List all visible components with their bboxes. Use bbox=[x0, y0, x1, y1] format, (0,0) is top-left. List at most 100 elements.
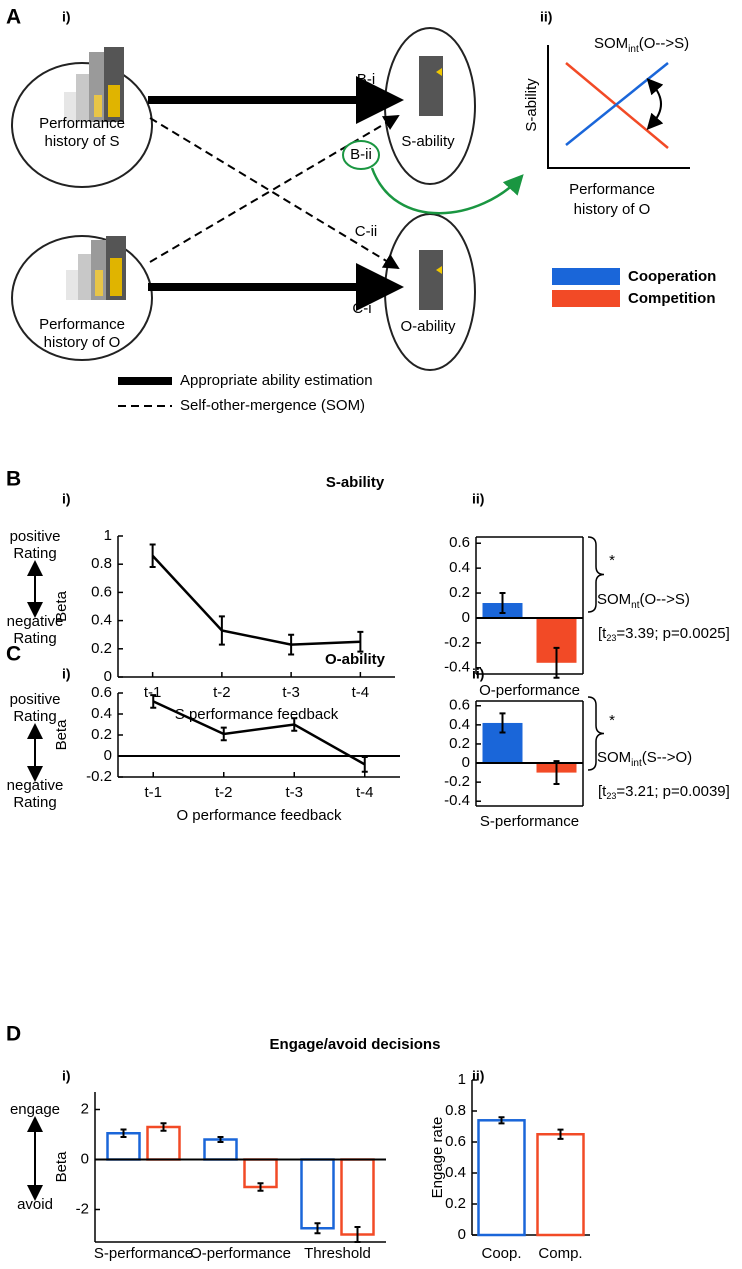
x-tick-label: S-performance bbox=[94, 1245, 193, 1262]
som-label: SOMint(S-->O) bbox=[597, 749, 692, 769]
stats-part: =3.39; p=0.0025] bbox=[616, 625, 729, 642]
x-tick-label: O-performance bbox=[190, 1245, 291, 1262]
significance: * bbox=[609, 712, 615, 729]
y-tick-label: 0.2 bbox=[445, 1195, 466, 1212]
y-tick-label: -2 bbox=[76, 1200, 89, 1217]
y-tick-label: 0.4 bbox=[91, 612, 112, 629]
som-label-sub: nt bbox=[631, 600, 640, 611]
x-tick-label: t-3 bbox=[282, 684, 300, 701]
stats-part: [t bbox=[598, 625, 607, 642]
som-label: SOMnt(O-->S) bbox=[597, 591, 690, 611]
y-tick-label: 0.8 bbox=[445, 1102, 466, 1119]
y-tick-label: -0.2 bbox=[444, 773, 470, 790]
bar bbox=[477, 1119, 526, 1237]
error-bar bbox=[220, 726, 227, 742]
x-axis-label: S performance feedback bbox=[175, 706, 339, 723]
y-tick-label: 0.2 bbox=[449, 584, 470, 601]
y-tick-label: 0.8 bbox=[91, 555, 112, 572]
sub-label: i) bbox=[62, 666, 71, 682]
som-label-part: (S-->O) bbox=[642, 749, 692, 766]
y-tick-label: 0.4 bbox=[449, 559, 470, 576]
inset-title: SOMint(O-->S) bbox=[594, 35, 689, 55]
y-tick-label: 0.2 bbox=[91, 726, 112, 743]
node-label: Performance bbox=[39, 316, 125, 333]
stats: [t23=3.21; p=0.0039] bbox=[598, 783, 730, 801]
y-tick-label: 1 bbox=[104, 527, 112, 544]
error-bar bbox=[499, 592, 506, 614]
stats-part: [t bbox=[598, 783, 607, 800]
error-bar bbox=[257, 1182, 264, 1192]
inset-title-part: SOM bbox=[594, 35, 628, 52]
error-bar bbox=[160, 1122, 167, 1132]
error-bar bbox=[288, 633, 295, 656]
panel-label: B bbox=[6, 468, 21, 491]
icon bbox=[419, 56, 443, 310]
sub-label: i) bbox=[62, 1068, 71, 1084]
sub-label: i) bbox=[62, 9, 71, 25]
y-tick-label: 0.4 bbox=[449, 716, 470, 733]
section-title: O-ability bbox=[325, 651, 386, 668]
axis-annotation: positive bbox=[10, 528, 61, 545]
y-tick-label: 0 bbox=[462, 754, 470, 771]
inset-title-sub: int bbox=[628, 44, 639, 55]
error-bar bbox=[553, 646, 560, 679]
stats-sub: 23 bbox=[606, 791, 616, 801]
highlight bbox=[342, 140, 380, 170]
y-tick-label: -0.2 bbox=[444, 634, 470, 651]
y-tick-label: 0 bbox=[462, 609, 470, 626]
sub-label: ii) bbox=[472, 1068, 484, 1084]
y-tick-label: 2 bbox=[81, 1100, 89, 1117]
link-arrow bbox=[370, 167, 524, 215]
bar bbox=[340, 1158, 375, 1236]
panel-label: C bbox=[6, 643, 21, 666]
edge-label: C-i bbox=[352, 300, 371, 317]
axis-annotation: Rating bbox=[13, 708, 56, 725]
sub-label: i) bbox=[62, 491, 71, 507]
axis-annotation: Rating bbox=[13, 545, 56, 562]
edge-label: B-ii bbox=[350, 146, 372, 163]
node-label: S-ability bbox=[401, 133, 455, 150]
x-tick-label: t-4 bbox=[352, 684, 370, 701]
inset-xlabel: history of O bbox=[574, 201, 651, 218]
line bbox=[151, 554, 361, 646]
y-tick-label: -0.4 bbox=[444, 659, 470, 676]
axis-annotation: engage bbox=[10, 1101, 60, 1118]
som-label-part: SOM bbox=[597, 591, 631, 608]
x-tick-label: Threshold bbox=[304, 1245, 371, 1262]
line bbox=[152, 700, 366, 766]
panel-label: A bbox=[6, 6, 21, 29]
x-tick-label: t-3 bbox=[285, 784, 303, 801]
y-axis-label: Beta bbox=[53, 719, 70, 751]
bar bbox=[536, 1133, 585, 1237]
y-tick-label: 1 bbox=[458, 1071, 466, 1088]
error-bar bbox=[217, 1136, 224, 1143]
legend-label: Competition bbox=[628, 290, 716, 307]
error-bar bbox=[120, 1128, 127, 1138]
x-tick-label: Coop. bbox=[481, 1245, 521, 1262]
error-bar bbox=[149, 543, 156, 569]
y-tick-label: 0 bbox=[104, 668, 112, 685]
brace bbox=[587, 536, 605, 613]
x-tick-label: t-1 bbox=[144, 784, 162, 801]
axis-annotation: avoid bbox=[17, 1196, 53, 1213]
edge bbox=[149, 117, 400, 270]
icon bbox=[64, 47, 124, 122]
node bbox=[11, 62, 153, 188]
legend-swatch bbox=[552, 268, 620, 285]
node-label: history of O bbox=[44, 334, 121, 351]
y-tick-label: -0.2 bbox=[86, 768, 112, 785]
y-tick-label: 0.6 bbox=[445, 1133, 466, 1150]
error-bar bbox=[218, 615, 225, 646]
legend-label: Cooperation bbox=[628, 268, 716, 285]
y-axis-label: Beta bbox=[53, 1151, 70, 1183]
error-bar bbox=[150, 694, 157, 709]
y-tick-label: -0.4 bbox=[444, 792, 470, 809]
y-axis-label: Beta bbox=[53, 590, 70, 622]
error-bar bbox=[354, 1226, 361, 1243]
y-axis-label: Engage rate bbox=[429, 1117, 446, 1199]
stats: [t23=3.39; p=0.0025] bbox=[598, 625, 730, 643]
y-tick-label: 0.6 bbox=[449, 697, 470, 714]
y-tick-label: 0.4 bbox=[91, 705, 112, 722]
x-axis-label: O performance feedback bbox=[176, 807, 342, 824]
